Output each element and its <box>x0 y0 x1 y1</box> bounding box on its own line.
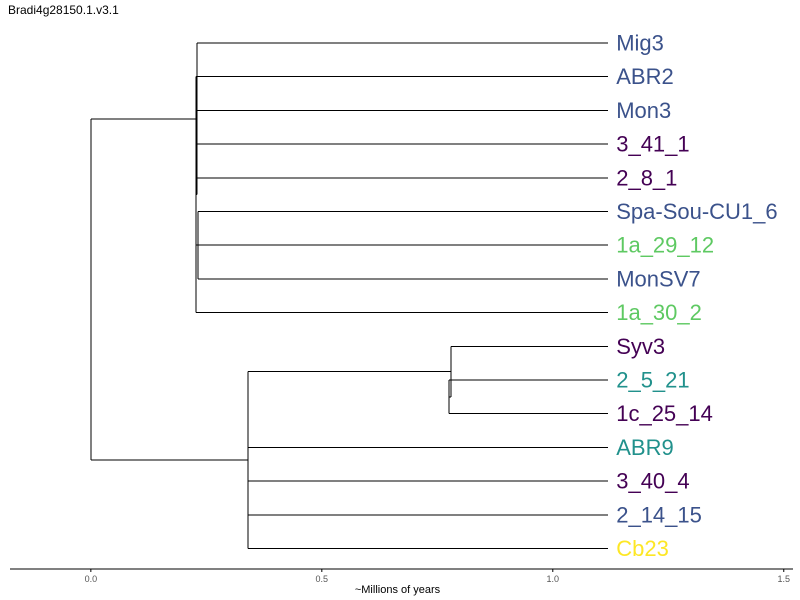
branches-group <box>90 42 609 549</box>
tip-label: MonSV7 <box>616 266 700 291</box>
tip-label: 1a_29_12 <box>616 233 714 258</box>
tip-label: 1a_30_2 <box>616 300 702 325</box>
tip-label: Syv3 <box>616 334 665 359</box>
tip-label: 2_8_1 <box>616 165 677 190</box>
x-tick-label: 1.0 <box>547 574 560 584</box>
tip-label: Mig3 <box>616 31 664 56</box>
tip-label: 3_41_1 <box>616 132 689 157</box>
x-axis: 0.0 0.5 1.0 1.5 <box>10 568 793 584</box>
chart-title: Bradi4g28150.1.v3.1 <box>8 3 119 17</box>
x-tick-label: 0.0 <box>85 574 98 584</box>
tip-label: ABR2 <box>616 64 673 89</box>
tip-labels-group: Mig3 ABR2 Mon3 3_41_1 2_8_1 Spa-Sou-CU1_6 1a_2… <box>616 31 777 562</box>
tip-label: 1c_25_14 <box>616 401 713 426</box>
tip-label: 2_14_15 <box>616 502 702 527</box>
x-axis-title: ~Millions of years <box>355 584 441 596</box>
tip-label: Spa-Sou-CU1_6 <box>616 199 777 224</box>
tip-label: Mon3 <box>616 98 671 123</box>
tip-label: ABR9 <box>616 435 673 460</box>
x-tick-label: 0.5 <box>316 574 329 584</box>
x-tick-label: 1.5 <box>778 574 791 584</box>
tip-label: 2_5_21 <box>616 368 689 393</box>
tip-label: 3_40_4 <box>616 469 689 494</box>
tip-label: Cb23 <box>616 536 669 561</box>
